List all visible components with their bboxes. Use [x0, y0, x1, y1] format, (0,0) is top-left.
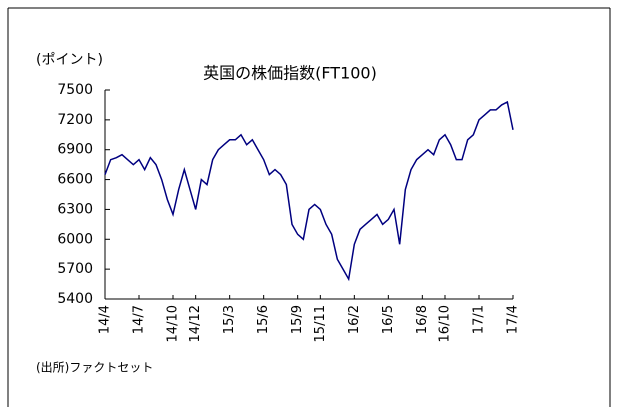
chart-title: 英国の株価指数(FT100) [203, 64, 377, 83]
source-note: (出所)ファクトセット [36, 361, 153, 375]
x-tick-label: 14/4 [98, 305, 113, 334]
y-axis-label: (ポイント) [36, 52, 103, 68]
x-tick-label: 14/7 [132, 305, 147, 334]
x-tick-label: 15/6 [256, 305, 271, 334]
x-tick-label: 16/5 [381, 305, 396, 334]
y-tick-label: 5400 [57, 291, 93, 307]
y-tick-label: 5700 [57, 261, 93, 277]
y-tick-label: 6900 [57, 142, 93, 158]
x-tick-label: 14/12 [188, 305, 203, 342]
y-tick-label: 7500 [57, 82, 93, 98]
y-tick-label: 6300 [57, 201, 93, 217]
x-tick-label: 15/9 [290, 305, 305, 334]
x-tick-label: 16/2 [347, 305, 362, 334]
x-tick-label: 16/8 [415, 305, 430, 334]
line-series [104, 100, 514, 282]
x-tick-label: 15/3 [222, 305, 237, 334]
x-tick-label: 17/1 [472, 305, 487, 334]
x-tick-label: 14/10 [166, 305, 181, 342]
y-tick-label: 6000 [57, 231, 93, 247]
x-tick-label: 17/4 [506, 305, 521, 334]
x-tick-label: 15/11 [313, 305, 328, 342]
y-tick-label: 6600 [57, 172, 93, 188]
x-tick-label: 16/10 [438, 305, 453, 342]
y-tick-label: 7200 [57, 112, 93, 128]
